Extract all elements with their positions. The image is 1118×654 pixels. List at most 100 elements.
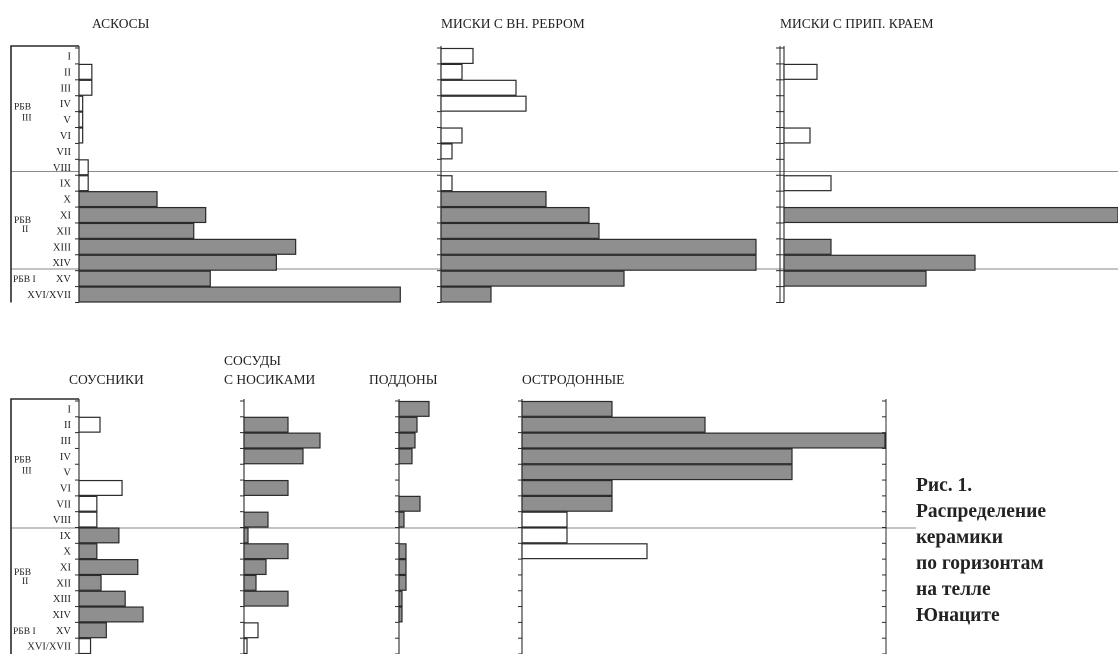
horizon-label: VII bbox=[56, 147, 71, 158]
bar bbox=[521, 527, 568, 544]
chart-panel: ПОДДОНЫ bbox=[369, 372, 438, 654]
horizon-label: V bbox=[63, 115, 71, 126]
bar bbox=[440, 63, 463, 80]
phase-label: РБВ bbox=[14, 103, 31, 113]
phase-label: II bbox=[22, 577, 28, 587]
horizon-label: XI bbox=[60, 563, 72, 574]
bar bbox=[78, 95, 84, 112]
bar bbox=[78, 159, 89, 176]
phase-label: РБВ bbox=[14, 455, 31, 465]
horizon-label: XVI/XVII bbox=[27, 290, 71, 301]
chart-title: СОСУДЫ bbox=[224, 353, 281, 368]
horizon-label: II bbox=[64, 420, 71, 431]
bar bbox=[78, 479, 123, 496]
bar bbox=[243, 479, 289, 496]
bar bbox=[783, 127, 811, 144]
bar bbox=[78, 527, 120, 544]
horizon-label: V bbox=[63, 468, 71, 479]
bar bbox=[78, 63, 93, 80]
caption-line: на телле bbox=[916, 579, 991, 600]
bar bbox=[783, 63, 818, 80]
bar bbox=[78, 238, 297, 255]
horizon-label: XII bbox=[56, 226, 71, 237]
bar bbox=[78, 606, 144, 623]
bar bbox=[78, 543, 98, 560]
bar bbox=[440, 254, 757, 271]
chart-title: С НОСИКАМИ bbox=[224, 372, 316, 387]
bar bbox=[398, 574, 407, 591]
bar bbox=[78, 495, 98, 512]
horizon-label: XV bbox=[56, 274, 72, 285]
horizon-label: XIV bbox=[52, 258, 71, 269]
chart-panel: МИСКИ С ПРИП. КРАЕМ bbox=[780, 16, 1118, 303]
phase-label: РБВ bbox=[14, 568, 31, 578]
chart-panel: СОСУДЫ С НОСИКАМИ bbox=[224, 353, 321, 654]
bar bbox=[521, 495, 613, 512]
chart-panel: МИСКИ С ВН. РЕБРОМ bbox=[437, 16, 781, 303]
horizon-label: VIII bbox=[53, 163, 72, 174]
bar bbox=[783, 175, 832, 192]
bar bbox=[78, 511, 98, 528]
bar bbox=[78, 254, 277, 271]
chart-title: ОСТРОДОННЫЕ bbox=[522, 372, 624, 387]
horizon-label: IV bbox=[60, 452, 71, 463]
bar bbox=[78, 286, 401, 303]
horizon-label: XV bbox=[56, 626, 72, 637]
bar bbox=[78, 590, 126, 607]
bar bbox=[440, 95, 527, 112]
bar bbox=[783, 206, 1118, 224]
bar bbox=[78, 270, 211, 287]
bar bbox=[783, 270, 927, 287]
horizon-label: IX bbox=[60, 179, 71, 190]
bar bbox=[78, 127, 84, 144]
chart-title: АСКОСЫ bbox=[92, 16, 150, 31]
bar bbox=[78, 416, 101, 433]
bar bbox=[78, 574, 102, 591]
bar bbox=[398, 559, 407, 576]
horizon-label: III bbox=[61, 83, 72, 94]
figure-caption: Рис. 1. Распределение керамики по горизо… bbox=[916, 473, 1118, 629]
bar bbox=[440, 175, 453, 192]
horizon-label: XVI/XVII bbox=[27, 642, 71, 653]
bar bbox=[440, 270, 625, 287]
bar bbox=[243, 511, 269, 528]
horizon-label: X bbox=[63, 195, 71, 206]
bar bbox=[243, 590, 289, 607]
bar bbox=[398, 432, 416, 449]
caption-line: Юнаците bbox=[916, 605, 1000, 626]
phase-label: III bbox=[22, 114, 32, 124]
bar bbox=[243, 559, 267, 576]
bar bbox=[440, 127, 463, 144]
horizon-label: VIII bbox=[53, 515, 72, 526]
phase-label: РБВ I bbox=[13, 275, 36, 285]
horizon-label: XIII bbox=[53, 594, 72, 605]
bar bbox=[440, 79, 517, 96]
bar bbox=[78, 79, 93, 96]
bar bbox=[521, 543, 648, 560]
bar bbox=[398, 511, 405, 528]
phase-label: II bbox=[22, 225, 28, 235]
bar bbox=[398, 543, 407, 560]
horizon-label: VI bbox=[60, 131, 72, 142]
bar bbox=[78, 222, 195, 239]
bar bbox=[440, 238, 757, 255]
bar bbox=[243, 574, 257, 591]
stratigraphy-labels: IIIIIIIVVVIVIIVIIIIXXXIXIIXIIIXIVXVXVI/X… bbox=[13, 404, 72, 652]
phase-label: III bbox=[22, 466, 32, 476]
caption-line: Распределение bbox=[916, 501, 1047, 522]
bar bbox=[521, 464, 793, 481]
bar bbox=[398, 448, 413, 465]
bar bbox=[78, 111, 84, 128]
bar bbox=[521, 432, 886, 449]
horizon-label: I bbox=[68, 51, 72, 62]
bar bbox=[78, 559, 139, 576]
bar bbox=[440, 143, 453, 160]
horizon-label: XII bbox=[56, 578, 71, 589]
chart-title: ПОДДОНЫ bbox=[369, 372, 438, 387]
stratigraphy-frame bbox=[10, 398, 79, 654]
bar bbox=[521, 479, 613, 496]
bar bbox=[243, 416, 289, 433]
bar bbox=[243, 432, 321, 449]
bar bbox=[521, 511, 568, 528]
